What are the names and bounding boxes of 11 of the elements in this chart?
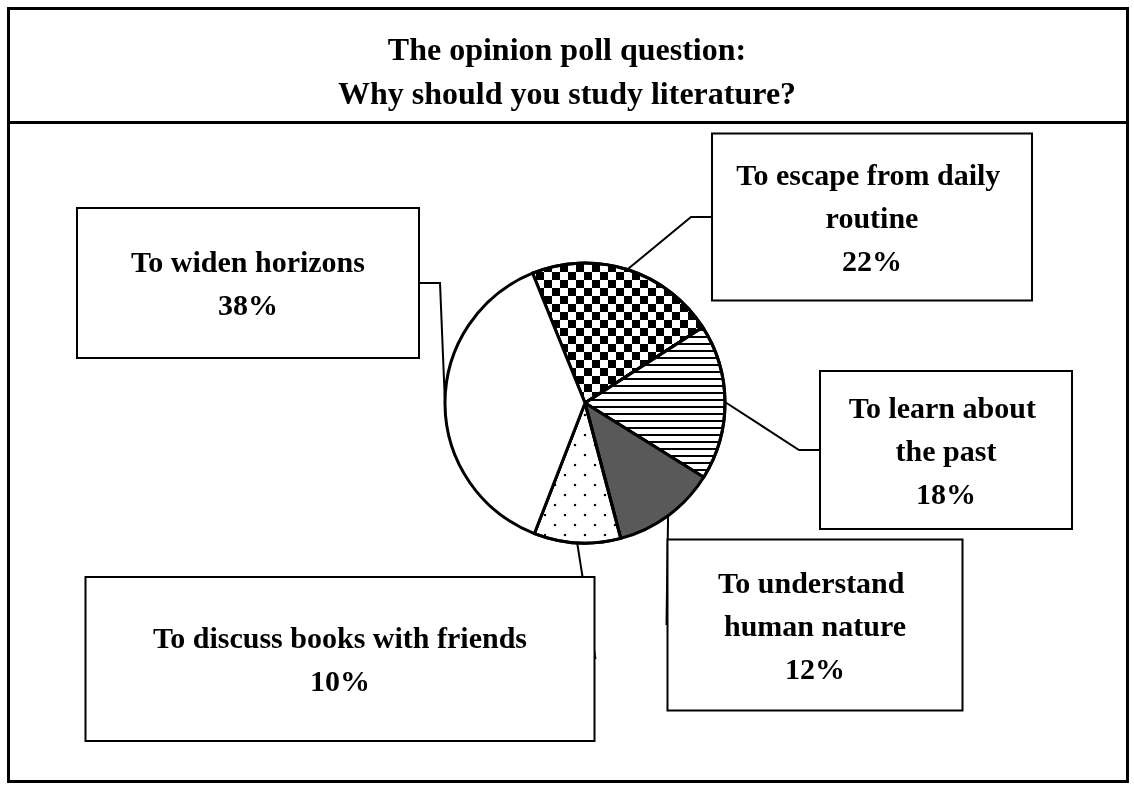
slice-label: To widen horizons [131, 245, 365, 278]
data-label: 10% [310, 664, 370, 697]
slice-label: To discuss books with friends [152, 621, 528, 654]
data-label: 18% [916, 476, 976, 510]
data-label: 12% [785, 651, 845, 685]
slice-label: To escape from daily routine [736, 157, 1008, 234]
data-label: 22% [842, 243, 902, 277]
data-label: 38% [218, 288, 278, 321]
slice-label: To understand human nature [718, 565, 912, 642]
slice-label: To learn about the past [848, 390, 1044, 467]
chart-title: The opinion poll question: Why should you study literature? [337, 31, 797, 111]
